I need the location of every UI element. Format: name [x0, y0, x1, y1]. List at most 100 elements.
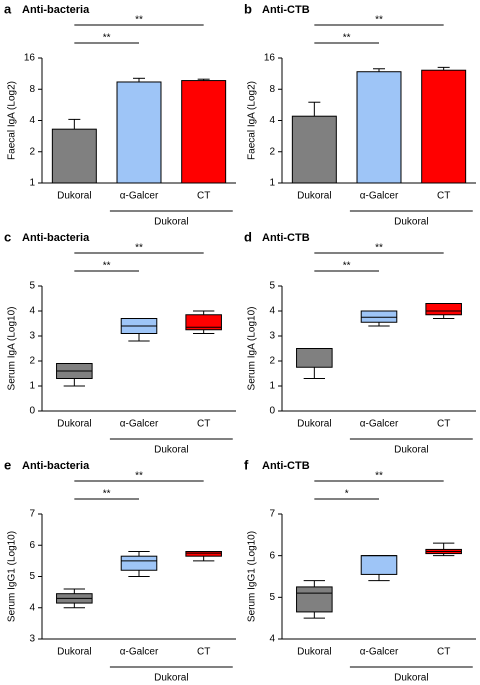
y-tick-label: 1	[29, 381, 35, 392]
box	[360, 310, 398, 323]
group-label: Dukoral	[394, 217, 428, 228]
significance-label: **	[343, 261, 351, 272]
significance-label: **	[135, 471, 143, 482]
x-tick-label: Dukoral	[57, 419, 91, 430]
panel: c Anti-bacteria Serum IgA (Log10) 0 1 2 3 4 5 Duk…	[4, 229, 236, 456]
x-tick-label: α-Galcer	[360, 191, 399, 202]
panel: e Anti-bacteria Serum IgG1 (Log10) 3 4 5 6 7 Duk…	[4, 457, 236, 684]
y-tick-label: 16	[24, 53, 36, 64]
box	[296, 348, 333, 368]
bar	[421, 69, 467, 184]
panel-title: Anti-bacteria	[22, 460, 90, 472]
y-tick-label: 4	[29, 306, 35, 317]
panel-letter: e	[4, 457, 11, 472]
significance-label: **	[375, 471, 383, 482]
bar	[51, 128, 97, 184]
group-label: Dukoral	[154, 445, 188, 456]
y-tick-label: 8	[29, 84, 35, 95]
significance-label: **	[103, 261, 111, 272]
box	[425, 303, 462, 316]
y-tick-label: 4	[29, 602, 35, 613]
y-tick-label: 4	[269, 306, 275, 317]
box	[120, 555, 158, 571]
y-tick-label: 2	[269, 146, 275, 157]
panel: a Anti-bacteria Faecal IgA (Log2) 1 2 4 8 16 Duk…	[4, 1, 236, 228]
y-tick-label: 6	[29, 540, 35, 551]
box	[185, 314, 222, 331]
significance-label: **	[135, 15, 143, 26]
x-tick-label: α-Galcer	[120, 191, 159, 202]
panel-title: Anti-bacteria	[22, 4, 90, 16]
significance-label: **	[135, 243, 143, 254]
y-tick-label: 7	[269, 509, 275, 520]
y-axis-label: Serum IgG1 (Log10)	[247, 531, 258, 622]
y-axis-label: Serum IgA (Log10)	[7, 307, 18, 391]
significance-label: **	[103, 33, 111, 44]
y-tick-label: 2	[269, 356, 275, 367]
y-tick-label: 3	[269, 331, 275, 342]
y-tick-label: 3	[29, 331, 35, 342]
bar	[356, 71, 402, 184]
panel-letter: b	[244, 1, 252, 16]
x-tick-label: CT	[437, 419, 450, 430]
x-tick-label: CT	[197, 419, 210, 430]
panel: d Anti-CTB Serum IgA (Log10) 0 1 2 3 4 5 Dukoral α…	[244, 229, 476, 456]
x-tick-label: α-Galcer	[360, 419, 399, 430]
x-tick-label: CT	[437, 191, 450, 202]
x-tick-label: CT	[197, 647, 210, 658]
significance-label: **	[343, 33, 351, 44]
x-tick-label: Dukoral	[297, 647, 331, 658]
y-tick-label: 5	[29, 281, 35, 292]
y-tick-label: 5	[269, 592, 275, 603]
box	[185, 551, 222, 557]
x-tick-label: α-Galcer	[120, 647, 159, 658]
group-label: Dukoral	[154, 673, 188, 684]
y-tick-label: 3	[29, 634, 35, 645]
group-label: Dukoral	[394, 673, 428, 684]
y-tick-label: 1	[269, 178, 275, 189]
x-tick-label: CT	[197, 191, 210, 202]
y-tick-label: 4	[29, 115, 35, 126]
panel-letter: d	[244, 229, 252, 244]
bar	[181, 80, 227, 184]
y-tick-label: 7	[29, 509, 35, 520]
y-tick-label: 1	[29, 178, 35, 189]
x-tick-label: Dukoral	[57, 191, 91, 202]
panel-title: Anti-bacteria	[22, 232, 90, 244]
x-tick-label: CT	[437, 647, 450, 658]
box	[296, 586, 333, 613]
y-tick-label: 4	[269, 634, 275, 645]
y-tick-label: 5	[29, 571, 35, 582]
bar	[291, 115, 337, 184]
y-tick-label: 2	[29, 146, 35, 157]
y-tick-label: 4	[269, 115, 275, 126]
x-tick-label: Dukoral	[297, 191, 331, 202]
y-tick-label: 6	[269, 550, 275, 561]
x-tick-label: Dukoral	[57, 647, 91, 658]
panel-title: Anti-CTB	[262, 232, 310, 244]
y-axis-label: Serum IgA (Log10)	[247, 307, 258, 391]
y-tick-label: 8	[269, 84, 275, 95]
y-tick-label: 2	[29, 356, 35, 367]
y-tick-label: 0	[269, 406, 275, 417]
y-axis-label: Serum IgG1 (Log10)	[7, 531, 18, 622]
panel-letter: f	[244, 457, 249, 472]
significance-label: **	[103, 489, 111, 500]
y-tick-label: 5	[269, 281, 275, 292]
box	[360, 555, 398, 575]
y-tick-label: 1	[269, 381, 275, 392]
bar	[116, 81, 162, 184]
panel-letter: c	[4, 229, 11, 244]
group-label: Dukoral	[154, 217, 188, 228]
y-tick-label: 16	[264, 53, 276, 64]
significance-label: *	[345, 489, 349, 500]
x-tick-label: Dukoral	[297, 419, 331, 430]
group-label: Dukoral	[394, 445, 428, 456]
y-tick-label: 0	[29, 406, 35, 417]
significance-label: **	[375, 15, 383, 26]
y-axis-label: Faecal IgA (Log2)	[247, 81, 258, 160]
significance-label: **	[375, 243, 383, 254]
panel: f Anti-CTB Serum IgG1 (Log10) 4 5 6 7 Dukoral α-…	[244, 457, 476, 684]
x-tick-label: α-Galcer	[360, 647, 399, 658]
